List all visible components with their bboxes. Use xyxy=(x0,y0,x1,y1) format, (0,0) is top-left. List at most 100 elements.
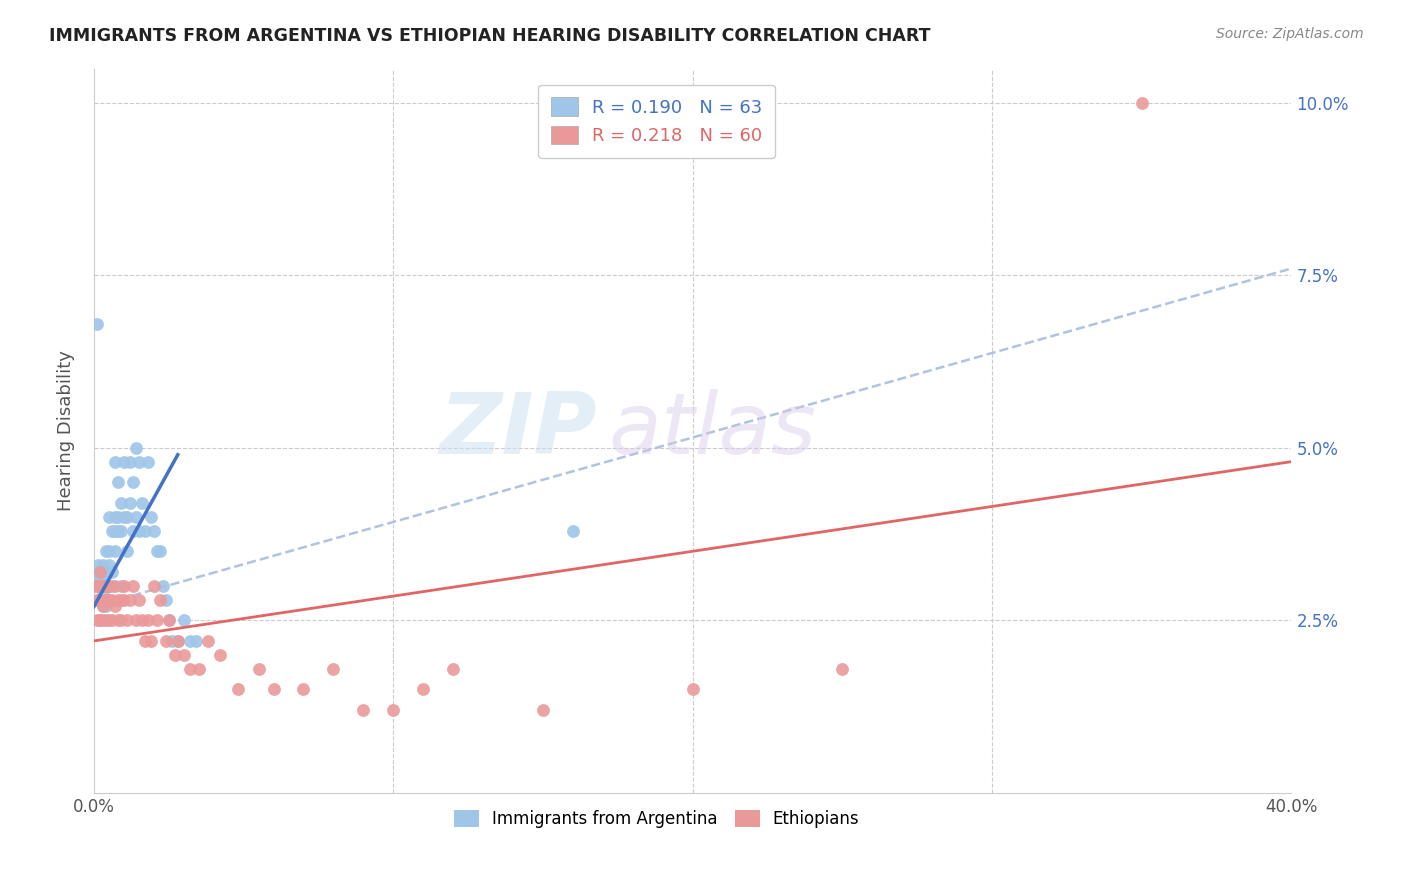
Point xyxy=(112,455,135,469)
Point xyxy=(89,572,111,586)
Point xyxy=(89,592,111,607)
Point xyxy=(187,661,209,675)
Point xyxy=(166,634,188,648)
Point xyxy=(136,613,159,627)
Point xyxy=(322,661,344,675)
Point xyxy=(101,524,124,538)
Point xyxy=(441,661,464,675)
Point xyxy=(110,496,132,510)
Point xyxy=(146,613,169,627)
Point xyxy=(112,509,135,524)
Point xyxy=(89,613,111,627)
Point xyxy=(142,579,165,593)
Point xyxy=(86,592,108,607)
Point xyxy=(173,613,195,627)
Point xyxy=(125,613,148,627)
Point xyxy=(179,661,201,675)
Point xyxy=(97,592,120,607)
Text: IMMIGRANTS FROM ARGENTINA VS ETHIOPIAN HEARING DISABILITY CORRELATION CHART: IMMIGRANTS FROM ARGENTINA VS ETHIOPIAN H… xyxy=(49,27,931,45)
Point xyxy=(89,592,111,607)
Point xyxy=(101,565,124,579)
Point xyxy=(110,613,132,627)
Point xyxy=(94,613,117,627)
Point xyxy=(131,496,153,510)
Point xyxy=(121,475,143,490)
Point xyxy=(131,613,153,627)
Point xyxy=(91,599,114,614)
Point xyxy=(118,455,141,469)
Point xyxy=(94,599,117,614)
Point xyxy=(86,317,108,331)
Point xyxy=(163,648,186,662)
Point xyxy=(94,565,117,579)
Point xyxy=(104,579,127,593)
Point xyxy=(107,613,129,627)
Point xyxy=(87,579,110,593)
Point xyxy=(90,579,112,593)
Point xyxy=(179,634,201,648)
Point xyxy=(184,634,207,648)
Point xyxy=(173,648,195,662)
Text: atlas: atlas xyxy=(609,389,817,472)
Point xyxy=(128,524,150,538)
Point xyxy=(152,579,174,593)
Point xyxy=(97,509,120,524)
Point xyxy=(166,634,188,648)
Point xyxy=(93,572,115,586)
Legend: Immigrants from Argentina, Ethiopians: Immigrants from Argentina, Ethiopians xyxy=(447,804,866,835)
Point xyxy=(94,544,117,558)
Point xyxy=(110,592,132,607)
Point xyxy=(412,682,434,697)
Point xyxy=(134,524,156,538)
Point xyxy=(107,509,129,524)
Point xyxy=(121,579,143,593)
Point xyxy=(197,634,219,648)
Point xyxy=(86,579,108,593)
Point xyxy=(561,524,583,538)
Point xyxy=(112,592,135,607)
Text: ZIP: ZIP xyxy=(439,389,598,472)
Point xyxy=(104,509,127,524)
Point xyxy=(89,613,111,627)
Point xyxy=(292,682,315,697)
Point xyxy=(128,455,150,469)
Point xyxy=(115,613,138,627)
Point xyxy=(97,579,120,593)
Point xyxy=(112,579,135,593)
Point xyxy=(146,544,169,558)
Point xyxy=(86,579,108,593)
Point xyxy=(107,592,129,607)
Point xyxy=(97,544,120,558)
Point xyxy=(94,579,117,593)
Point xyxy=(86,565,108,579)
Y-axis label: Hearing Disability: Hearing Disability xyxy=(58,351,75,511)
Point xyxy=(226,682,249,697)
Point xyxy=(104,455,127,469)
Point xyxy=(91,599,114,614)
Point xyxy=(125,509,148,524)
Point xyxy=(118,592,141,607)
Point xyxy=(208,648,231,662)
Point xyxy=(155,592,177,607)
Point xyxy=(160,634,183,648)
Point xyxy=(110,524,132,538)
Point xyxy=(89,565,111,579)
Point xyxy=(382,703,405,717)
Point xyxy=(157,613,180,627)
Point xyxy=(115,544,138,558)
Point xyxy=(101,613,124,627)
Point xyxy=(125,441,148,455)
Point xyxy=(149,592,172,607)
Point xyxy=(97,592,120,607)
Point xyxy=(91,613,114,627)
Point xyxy=(682,682,704,697)
Point xyxy=(149,544,172,558)
Text: Source: ZipAtlas.com: Source: ZipAtlas.com xyxy=(1216,27,1364,41)
Point xyxy=(86,592,108,607)
Point xyxy=(247,661,270,675)
Point xyxy=(86,613,108,627)
Point xyxy=(97,613,120,627)
Point xyxy=(1130,95,1153,110)
Point xyxy=(107,475,129,490)
Point xyxy=(104,524,127,538)
